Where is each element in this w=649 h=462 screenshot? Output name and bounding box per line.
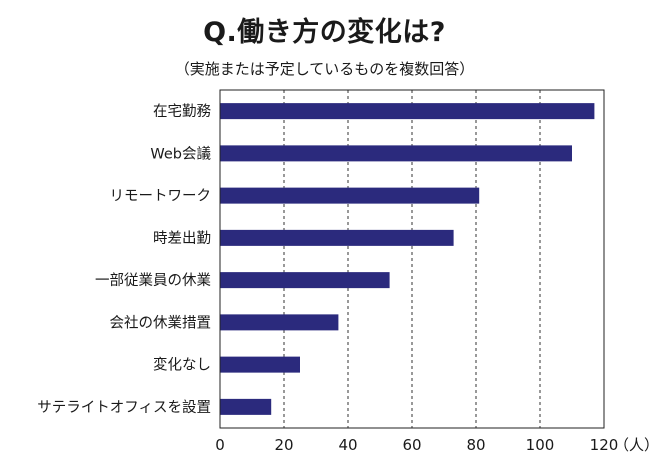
bar bbox=[220, 398, 272, 415]
chart-subtitle: （実施または予定しているものを複数回答） bbox=[174, 60, 475, 78]
category-label: サテライトオフィスを設置 bbox=[37, 399, 211, 416]
x-axis-ticks: 0 20 40 60 80 100 120 bbox=[215, 436, 618, 454]
x-axis-unit-label: （人） bbox=[614, 436, 649, 454]
x-tick-label: 100 bbox=[526, 436, 555, 454]
x-tick-label: 80 bbox=[466, 436, 485, 454]
x-tick-label: 0 bbox=[215, 436, 225, 454]
grid-lines bbox=[283, 90, 541, 428]
bar bbox=[220, 187, 480, 204]
category-labels: 在宅勤務 Web会議リモートワーク時差出勤一部従業員の休業会社の休業措置変化なしサ… bbox=[37, 103, 211, 416]
category-label: 会社の休業措置 bbox=[110, 314, 212, 331]
bar-series bbox=[220, 103, 595, 415]
x-tick-label: 40 bbox=[338, 436, 357, 454]
category-label: 変化なし bbox=[153, 357, 211, 374]
plot-frame bbox=[219, 89, 605, 429]
bar bbox=[220, 356, 300, 373]
bar bbox=[220, 145, 572, 162]
category-label: 時差出勤 bbox=[153, 230, 211, 247]
chart-title: Q.働き方の変化は? bbox=[203, 17, 446, 48]
bar bbox=[220, 229, 454, 246]
category-label: 一部従業員の休業 bbox=[95, 272, 211, 289]
x-tick-label: 120 bbox=[590, 436, 619, 454]
bar bbox=[220, 314, 339, 331]
category-label: リモートワーク bbox=[110, 188, 212, 205]
category-label: Web会議 bbox=[150, 144, 211, 162]
x-tick-label: 60 bbox=[402, 436, 421, 454]
bar bbox=[220, 103, 595, 120]
x-tick-label: 20 bbox=[274, 436, 293, 454]
category-label: 在宅勤務 bbox=[153, 103, 211, 120]
bar bbox=[220, 272, 390, 289]
